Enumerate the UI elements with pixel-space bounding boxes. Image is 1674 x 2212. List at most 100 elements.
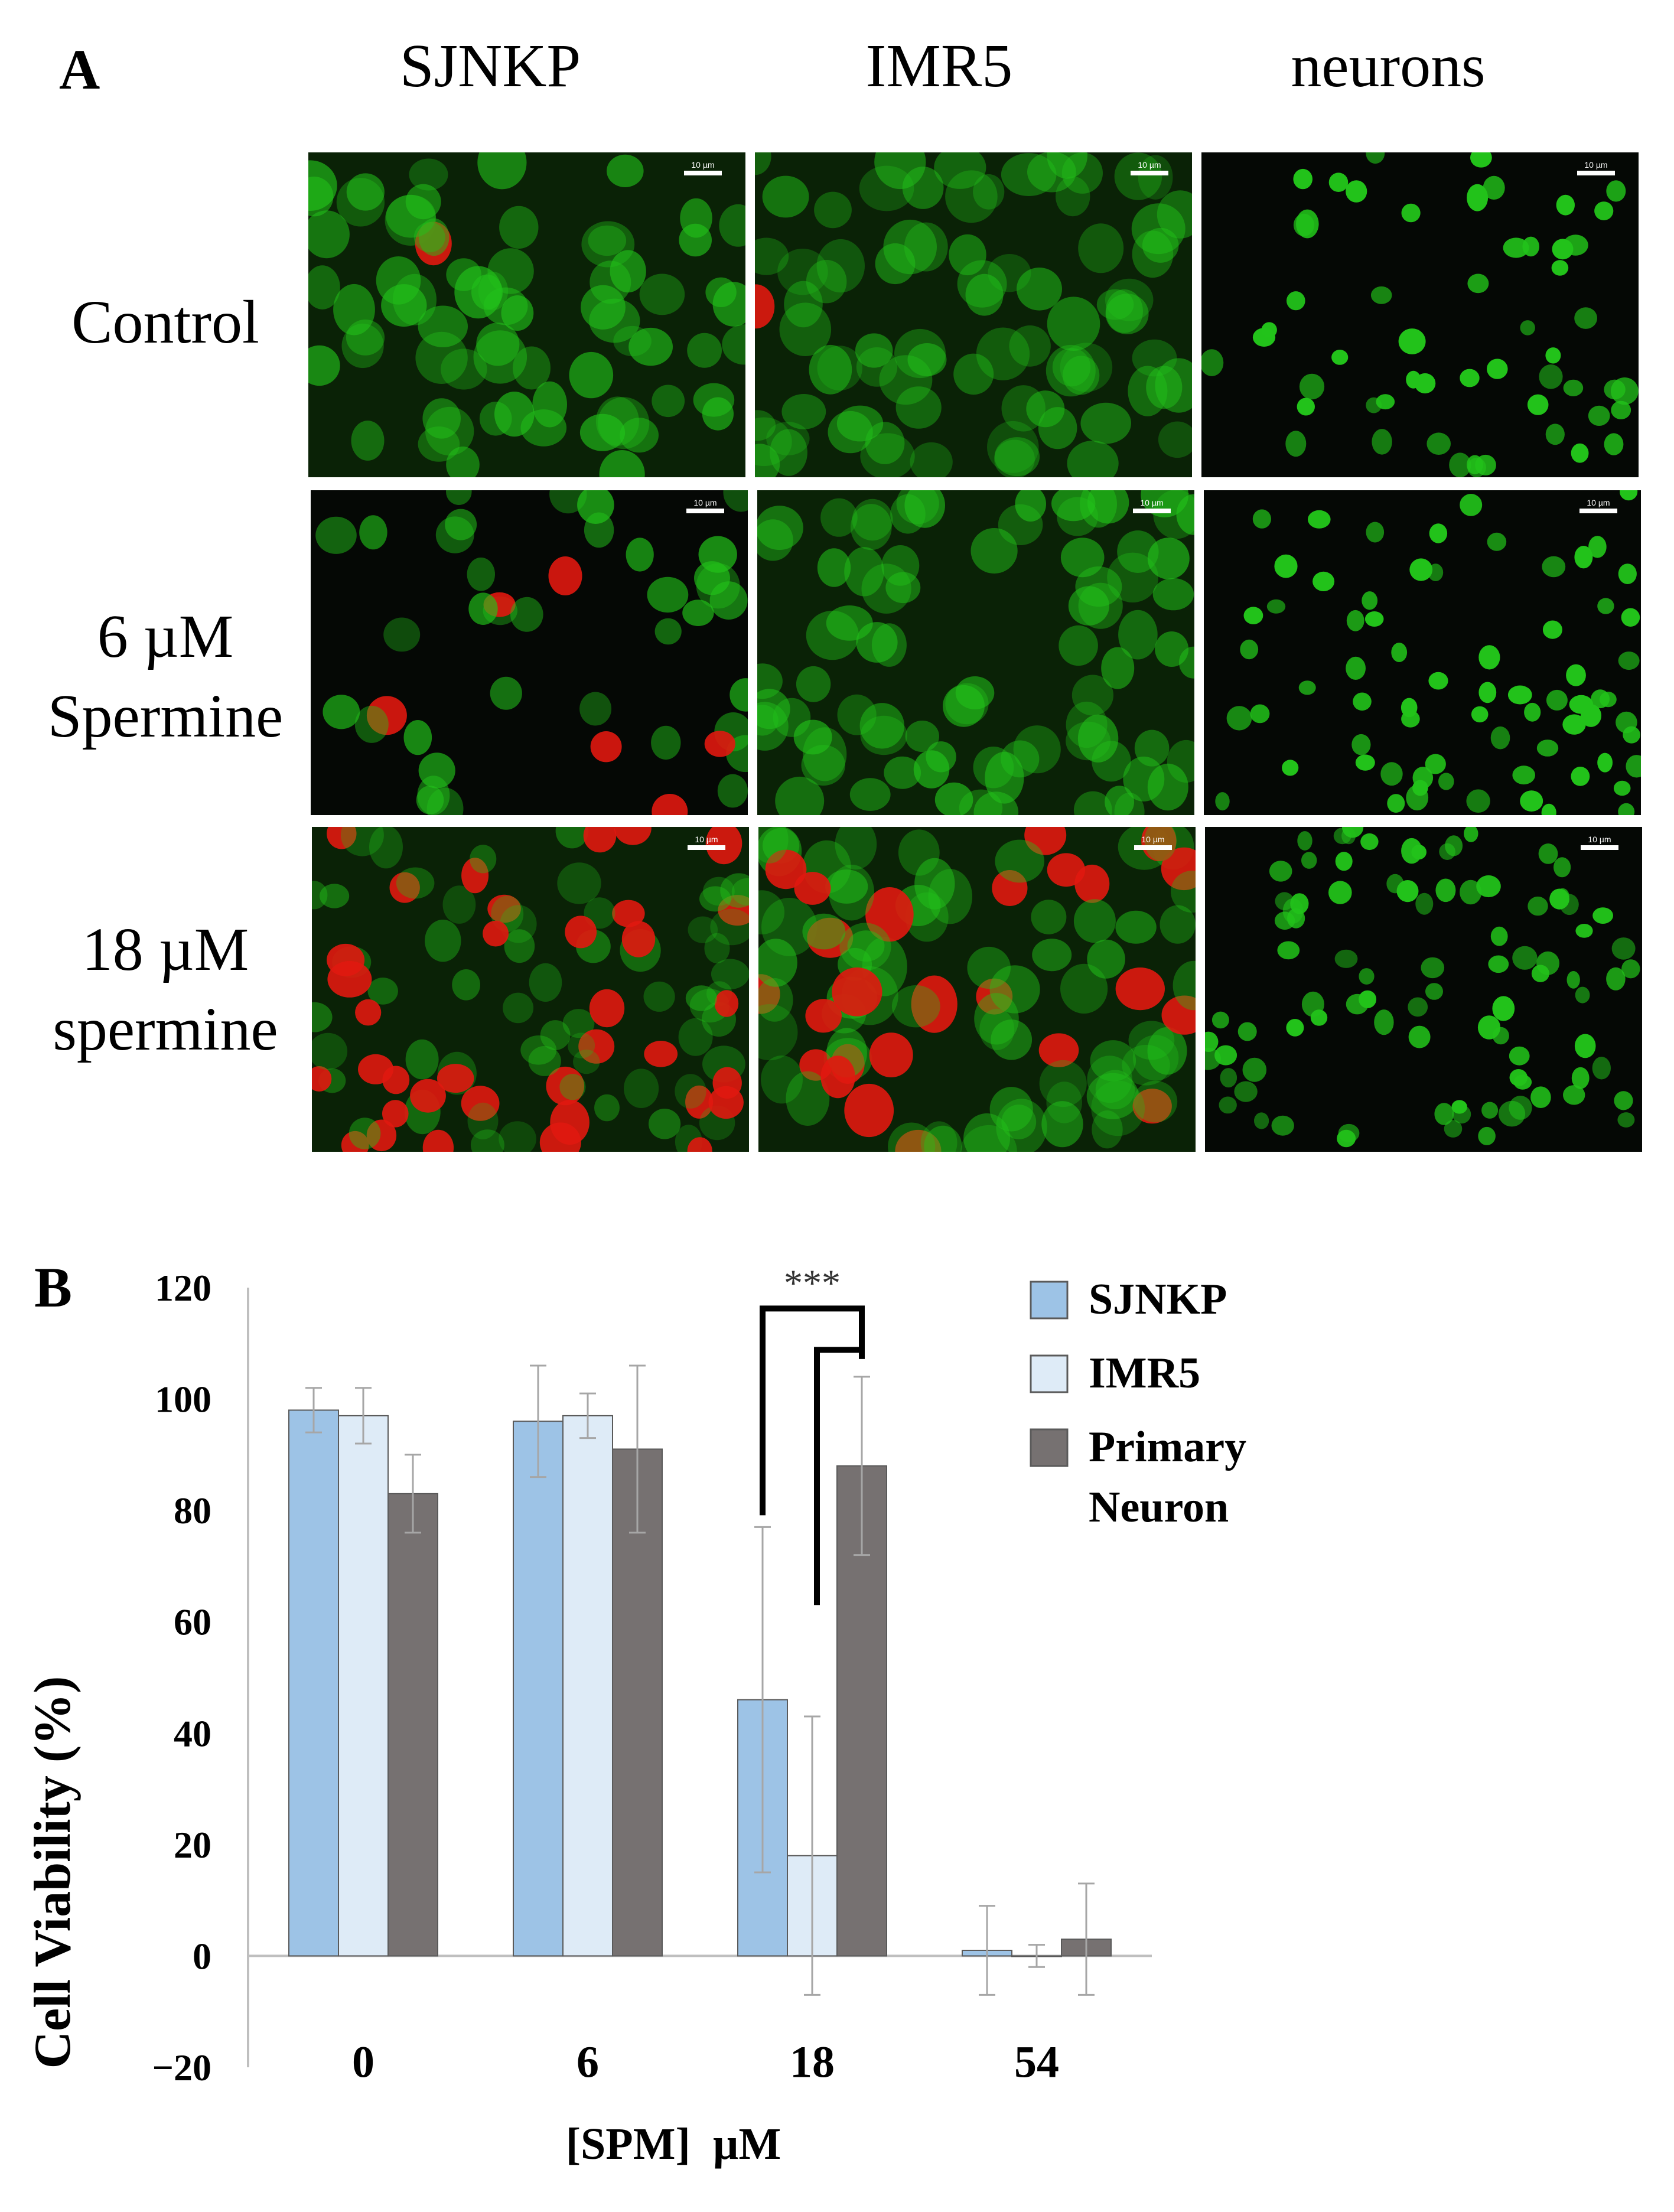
dead-cell <box>327 961 372 998</box>
live-cell <box>817 548 851 587</box>
dead-cell <box>546 1066 585 1106</box>
live-cell <box>1017 268 1062 311</box>
live-cell <box>1492 996 1515 1021</box>
live-cell <box>1370 286 1392 304</box>
dead-cell <box>341 1131 369 1152</box>
live-cell <box>766 422 810 455</box>
live-cell <box>1234 1081 1258 1102</box>
dead-cell <box>844 1083 894 1138</box>
live-cell <box>994 439 1035 477</box>
scale-bar: 10 µm <box>1131 161 1168 181</box>
live-cell <box>557 862 601 904</box>
live-cell <box>989 1087 1033 1132</box>
live-cell <box>979 1008 1015 1050</box>
live-cell <box>680 198 712 238</box>
live-cell <box>1091 1080 1145 1136</box>
micrograph-6um-sjnkp: 10 µm <box>311 490 748 815</box>
live-cell <box>333 284 375 335</box>
live-cell <box>415 331 468 384</box>
live-cell <box>417 776 450 815</box>
live-cell <box>1287 291 1305 311</box>
micrograph-background <box>312 827 749 1152</box>
live-cell <box>1167 739 1194 783</box>
live-cell <box>1536 739 1559 757</box>
live-cell <box>1160 905 1196 944</box>
live-cell <box>836 405 884 442</box>
live-cell <box>1027 152 1076 193</box>
live-cell <box>473 330 527 384</box>
live-cell <box>829 864 875 921</box>
dead-cell <box>714 990 739 1017</box>
dead-cell <box>312 1066 332 1092</box>
live-cell <box>1566 664 1586 686</box>
scale-bar-line <box>1133 509 1171 513</box>
scale-bar-label: 10 µm <box>1141 835 1165 844</box>
live-cell <box>1401 203 1421 223</box>
live-cell <box>1366 522 1385 543</box>
live-cell <box>1597 752 1613 773</box>
live-cell <box>1563 379 1584 396</box>
live-cell <box>1571 767 1590 786</box>
live-cell <box>685 985 717 1011</box>
live-cell <box>562 1009 595 1038</box>
live-cell <box>1073 791 1112 815</box>
live-cell <box>1626 755 1641 778</box>
live-cell <box>1366 152 1385 164</box>
live-cell <box>775 776 825 815</box>
live-cell <box>1360 833 1379 851</box>
live-cell <box>926 741 956 773</box>
dead-cell <box>548 556 582 595</box>
live-cell <box>1618 803 1635 815</box>
live-cell <box>1620 490 1638 501</box>
live-cell <box>1087 1055 1132 1103</box>
live-cell <box>573 1050 600 1074</box>
scale-bar: 10 µm <box>1581 835 1618 855</box>
live-cell <box>1328 881 1352 904</box>
live-cell <box>499 1121 536 1152</box>
column-header-neurons: neurons <box>1291 32 1486 100</box>
live-cell <box>490 676 522 710</box>
live-cell <box>910 442 953 477</box>
live-cell <box>529 963 562 1002</box>
live-cell <box>1132 339 1177 377</box>
live-cell <box>594 1094 620 1122</box>
live-cell <box>1038 407 1077 449</box>
live-cell <box>1001 153 1057 196</box>
micrograph-control-imr5: 10 µm <box>755 152 1192 477</box>
live-cell <box>1546 689 1568 711</box>
live-cell <box>855 333 893 368</box>
live-cell <box>1067 441 1119 477</box>
live-cell <box>1539 364 1563 389</box>
live-cell <box>1152 578 1194 611</box>
live-cell <box>1341 828 1356 845</box>
dead-cell <box>832 967 882 1017</box>
row-label-control: Control <box>24 282 307 362</box>
live-cell <box>953 353 994 395</box>
live-cell <box>731 878 749 906</box>
live-cell <box>1574 546 1593 569</box>
live-cell <box>905 721 939 752</box>
live-cell <box>885 572 921 604</box>
live-cell <box>445 509 477 540</box>
live-cell <box>1545 347 1561 364</box>
live-cell <box>1401 710 1420 728</box>
dead-cell <box>410 1079 446 1113</box>
live-cell <box>1115 910 1157 944</box>
legend-label: SJNKP <box>1089 1275 1227 1324</box>
live-cell <box>1090 1040 1136 1081</box>
live-cell <box>446 490 472 505</box>
live-cell <box>907 343 947 376</box>
dead-cell <box>820 1055 855 1099</box>
live-cell <box>1566 971 1580 989</box>
y-tick-label: 120 <box>155 1267 211 1309</box>
live-cell <box>1219 1096 1237 1114</box>
y-tick-label: 0 <box>193 1935 211 1977</box>
live-cell <box>943 685 985 727</box>
live-cell <box>349 1118 381 1149</box>
live-cell <box>719 204 745 247</box>
live-cell <box>1524 702 1541 722</box>
live-cell <box>1592 907 1613 924</box>
live-cell <box>755 152 771 175</box>
live-cell <box>1001 740 1040 778</box>
significance-stars: *** <box>784 1262 841 1304</box>
